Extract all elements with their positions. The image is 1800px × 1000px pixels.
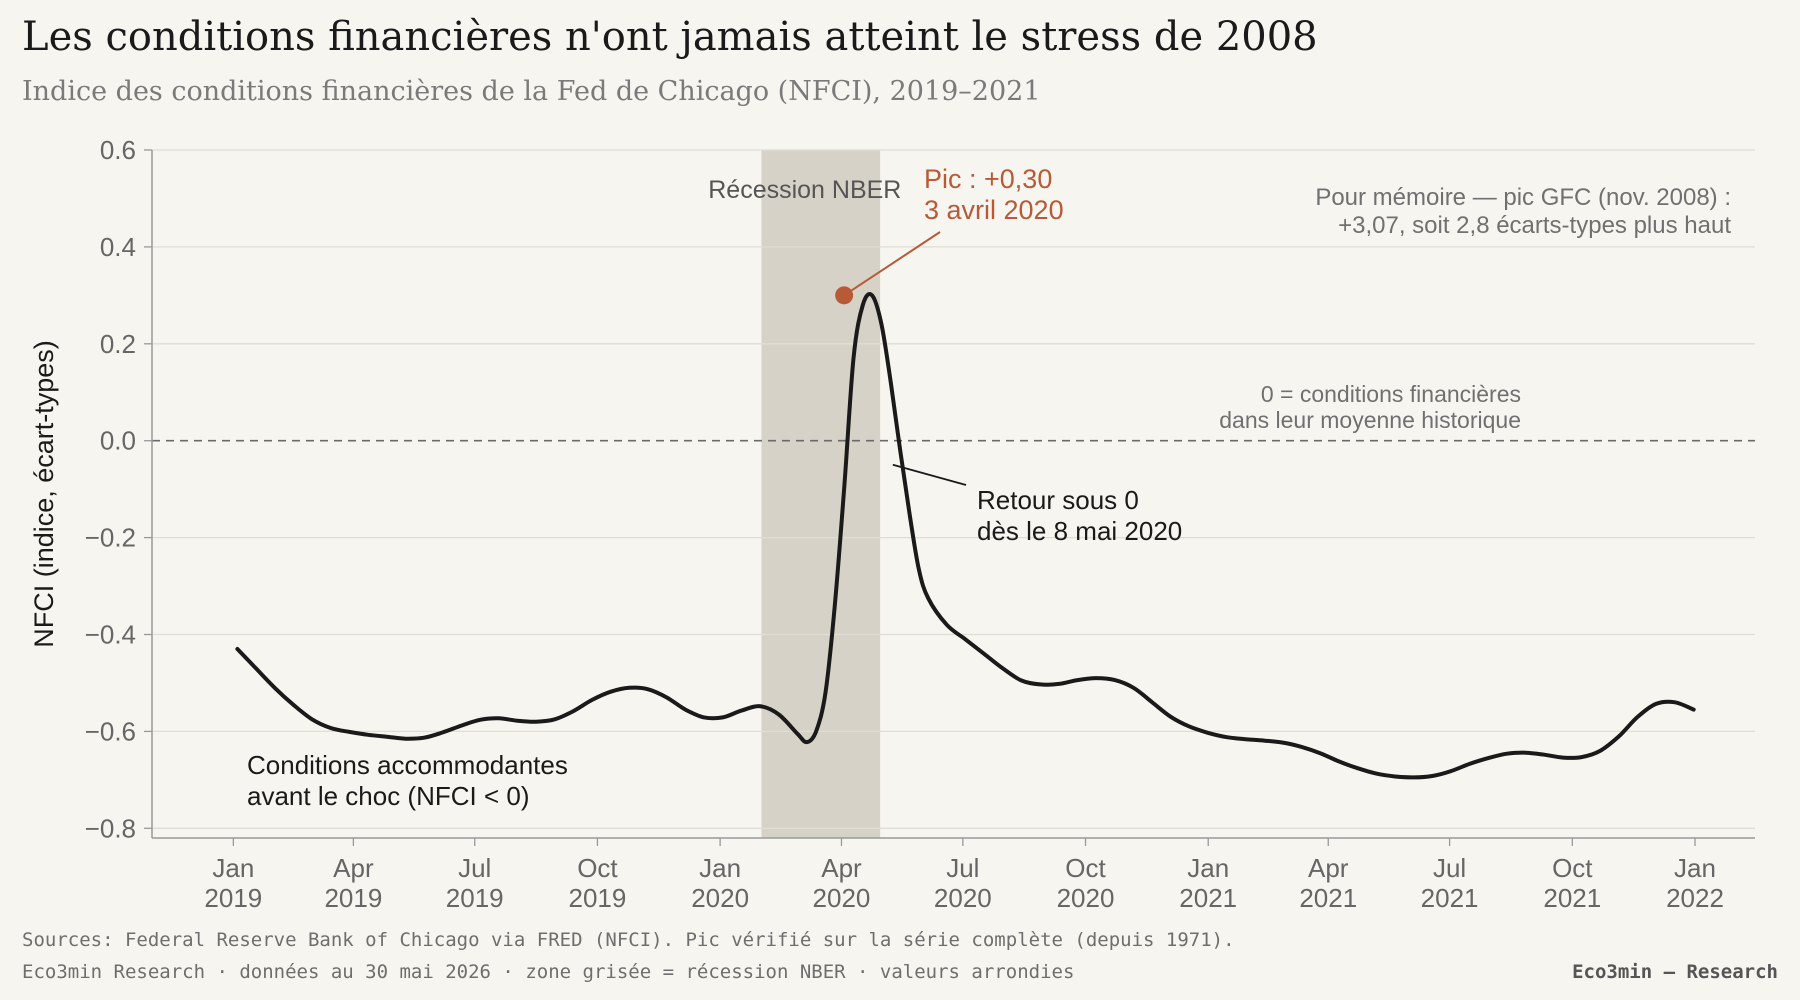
gfc-memo-annotation: Pour mémoire — pic GFC (nov. 2008) : +3,0… xyxy=(1315,184,1731,239)
x-tick-label: Jan 2019 xyxy=(204,853,262,913)
chart-subtitle: Indice des conditions financières de la … xyxy=(22,76,1041,107)
x-tick-label: Apr 2019 xyxy=(324,853,382,913)
x-tick-label: Jul 2021 xyxy=(1421,853,1479,913)
x-tick-label: Apr 2020 xyxy=(813,853,871,913)
y-axis-label: NFCI (indice, écart-types) xyxy=(29,340,59,648)
y-tick-label: 0.0 xyxy=(100,426,136,456)
x-tick-label: Apr 2021 xyxy=(1299,853,1357,913)
y-tick-label: −0.8 xyxy=(85,813,136,843)
peak-marker xyxy=(835,286,854,305)
nfci-series-line xyxy=(235,292,1696,780)
x-tick-label: Jul 2020 xyxy=(934,853,992,913)
x-tick-label: Oct 2021 xyxy=(1543,853,1601,913)
recession-label: Récession NBER xyxy=(708,176,901,204)
credits-note: Eco3min Research · données au 30 mai 202… xyxy=(22,961,1075,983)
below-zero-annotation: Retour sous 0 dès le 8 mai 2020 xyxy=(977,485,1182,546)
y-tick-label: 0.6 xyxy=(100,135,136,165)
peak-annotation: Pic : +0,30 3 avril 2020 xyxy=(924,164,1064,225)
y-tick-label: −0.6 xyxy=(85,716,136,746)
source-note: Sources: Federal Reserve Bank of Chicago… xyxy=(22,929,1235,951)
accommodative-annotation: Conditions accommodantes avant le choc (N… xyxy=(247,750,568,811)
peak-leader-line xyxy=(843,231,941,297)
below-zero-leader-line xyxy=(892,463,967,486)
y-tick-label: −0.4 xyxy=(85,620,136,650)
x-tick-label: Oct 2020 xyxy=(1057,853,1115,913)
y-tick-label: 0.2 xyxy=(100,329,136,359)
x-tick-label: Oct 2019 xyxy=(569,853,627,913)
recession-band xyxy=(761,150,881,838)
zero-meaning-annotation: 0 = conditions financières dans leur moye… xyxy=(1219,381,1521,433)
x-tick-label: Jan 2022 xyxy=(1666,853,1724,913)
brand-label: Eco3min — Research xyxy=(1572,961,1778,983)
y-tick-label: −0.2 xyxy=(85,523,136,553)
x-tick-label: Jul 2019 xyxy=(446,853,504,913)
x-tick-label: Jan 2021 xyxy=(1179,853,1237,913)
y-tick-label: 0.4 xyxy=(100,232,136,262)
chart-title: Les conditions financières n'ont jamais … xyxy=(22,14,1318,60)
x-tick-label: Jan 2020 xyxy=(691,853,749,913)
